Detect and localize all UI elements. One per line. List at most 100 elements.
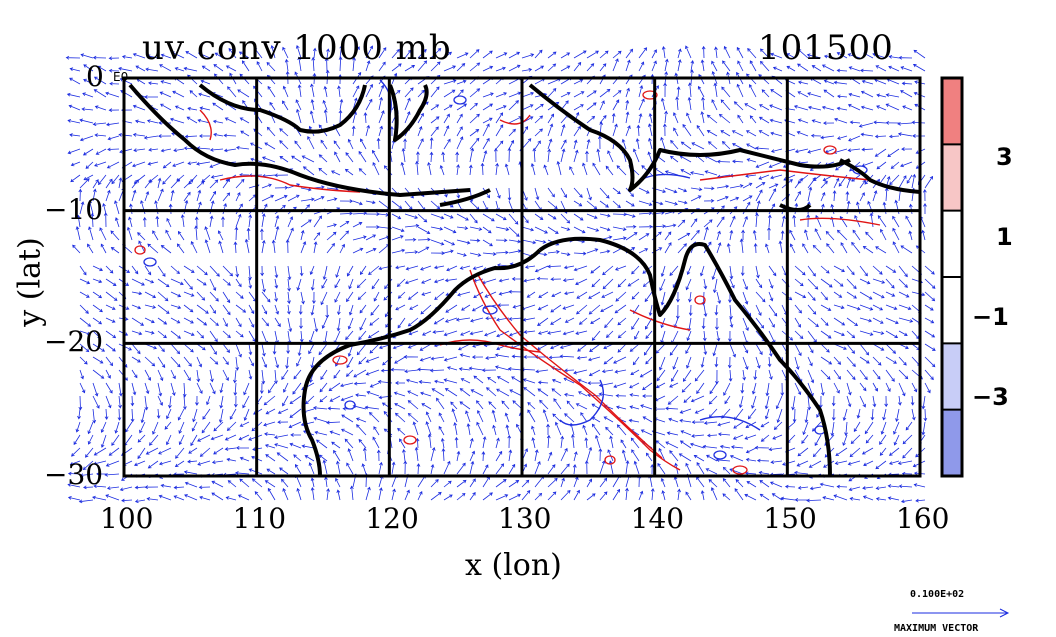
wind-vector (648, 123, 653, 137)
wind-vector (575, 330, 588, 335)
wind-vector (504, 412, 510, 423)
wind-vector (694, 369, 705, 382)
wind-vector (598, 392, 614, 397)
wind-vector (714, 356, 719, 368)
wind-vector (183, 278, 193, 290)
wind-vector (132, 104, 146, 111)
wind-vector (299, 318, 303, 330)
wind-vector (768, 369, 773, 380)
wind-vector (586, 90, 597, 98)
wind-vector (274, 265, 279, 279)
wind-vector (222, 330, 231, 339)
wind-vector (908, 230, 913, 241)
wind-vector (833, 80, 848, 85)
wind-vector (248, 214, 253, 228)
wind-vector (901, 81, 913, 86)
wind-vector (716, 184, 730, 189)
wind-vector (131, 356, 141, 363)
wind-vector (147, 243, 159, 254)
wind-vector (859, 382, 867, 392)
wind-vector (418, 380, 432, 384)
wind-vector (588, 304, 601, 315)
wind-vector (587, 356, 601, 362)
wind-vector (588, 291, 601, 299)
wind-vector (923, 203, 927, 214)
wind-vector (253, 47, 263, 59)
wind-vector (602, 278, 614, 290)
wind-vector (527, 409, 536, 423)
wind-vector (584, 460, 589, 475)
wind-vector (471, 355, 484, 359)
wind-vector (368, 265, 380, 275)
wind-vector (807, 92, 822, 98)
contour-negative (699, 415, 761, 431)
wind-vector (225, 65, 237, 72)
wind-vector (625, 125, 631, 137)
wind-vector (769, 118, 783, 124)
wind-vector (731, 130, 744, 137)
wind-vector (830, 421, 835, 437)
wind-vector (599, 460, 606, 475)
wind-vector (547, 226, 559, 234)
wind-vector (890, 161, 900, 169)
wind-vector (119, 78, 133, 85)
wind-vector (313, 406, 328, 410)
wind-vector (888, 65, 900, 72)
wind-vector (429, 368, 445, 373)
wind-vector (707, 433, 718, 438)
wind-vector (833, 265, 845, 273)
wind-vector (794, 330, 804, 340)
wind-vector (609, 435, 614, 449)
wind-vector (85, 447, 94, 458)
wind-vector (417, 125, 423, 137)
wind-vector (667, 395, 679, 405)
wind-vector-field (65, 44, 936, 504)
wind-vector (860, 132, 874, 137)
wind-vector (888, 134, 900, 139)
wind-vector (764, 408, 770, 420)
wind-vector (309, 265, 315, 276)
wind-vector (235, 278, 242, 288)
wind-vector (144, 291, 157, 299)
wind-vector (109, 81, 120, 86)
time-label: 101500 (758, 28, 894, 68)
wind-vector (146, 119, 159, 124)
wind-vector (284, 58, 289, 72)
wind-vector (287, 330, 292, 345)
wind-vector (573, 125, 581, 137)
wind-vector (417, 213, 428, 223)
wind-vector (83, 485, 94, 490)
wind-vector (539, 399, 549, 410)
wind-vector (184, 494, 198, 501)
plot-frame (122, 76, 922, 478)
wind-vector (807, 304, 817, 315)
wind-vector (427, 433, 432, 449)
wind-vector (261, 369, 266, 385)
wind-vector (133, 174, 146, 184)
wind-vector (728, 369, 733, 382)
wind-vector (129, 203, 133, 215)
wind-vector (876, 105, 887, 111)
wind-vector (872, 356, 882, 366)
y-tick-label: −30 (44, 458, 104, 491)
wind-vector (665, 441, 679, 449)
wind-vector (537, 388, 549, 397)
wind-vector (575, 304, 588, 315)
wind-vector (806, 53, 822, 59)
wind-vector (210, 174, 224, 179)
contour-positive (799, 217, 881, 226)
wind-vector (469, 49, 480, 59)
wind-vector (534, 187, 540, 201)
wind-vector (274, 291, 278, 302)
wind-vector (82, 92, 94, 98)
wind-vector (321, 317, 328, 329)
wind-vector (521, 91, 535, 98)
wind-vector (222, 317, 228, 328)
wind-vector (807, 369, 815, 384)
wind-vector (312, 47, 317, 59)
wind-vector (134, 485, 146, 490)
wind-vector (132, 132, 146, 137)
wind-vector (365, 212, 380, 216)
wind-vector (494, 365, 510, 371)
wind-vector (209, 369, 214, 383)
